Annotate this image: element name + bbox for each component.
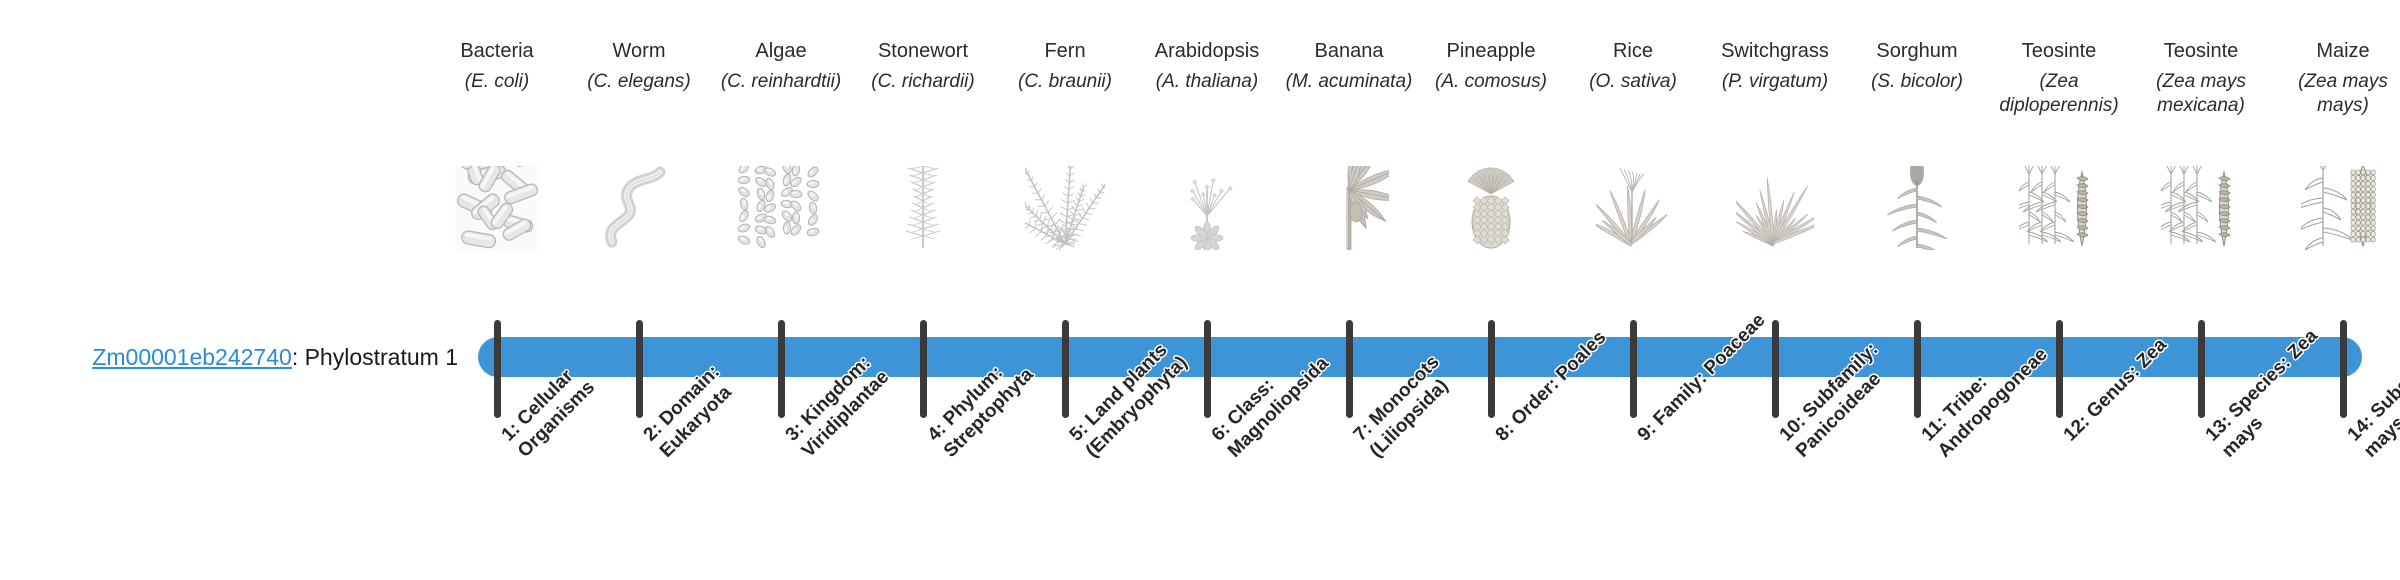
stonewort-illustration <box>852 166 994 250</box>
pineapple-illustration <box>1420 166 1562 250</box>
phylostratum-tick[interactable] <box>1204 320 1211 418</box>
phylostratum-rank-label: 14: Subspecies: Zea mays mays <box>2343 302 2400 462</box>
species-scientific-name: (A. thaliana) <box>1155 71 1259 92</box>
phylostratum-tick[interactable] <box>1772 320 1779 418</box>
teosinte-illustration <box>2130 166 2272 250</box>
fern-illustration <box>1025 166 1105 250</box>
switchgrass-illustration <box>1736 177 1814 247</box>
sorghum-illustration <box>1846 166 1988 250</box>
species-common-name: Fern <box>1044 40 1086 62</box>
phylostratum-tick[interactable] <box>1630 320 1637 418</box>
banana-illustration <box>1346 166 1389 250</box>
teosinte-illustration <box>1988 166 2130 250</box>
phylostratum-tick[interactable] <box>1488 320 1495 418</box>
phylostratum-tick[interactable] <box>2340 320 2347 418</box>
algae-illustration <box>738 166 820 248</box>
species-common-name: Teosinte <box>2021 40 2097 62</box>
species-column: Rice (O. sativa) 9: Family: Poaceae <box>1562 0 1769 580</box>
species-scientific-name: (Zea mays mays) <box>2298 71 2388 116</box>
phylostratum-tick[interactable] <box>920 320 927 418</box>
gene-id-link[interactable]: Zm00001eb242740 <box>92 343 292 370</box>
bacteria-illustration <box>455 166 539 250</box>
phylostratum-tick[interactable] <box>636 320 643 418</box>
species-scientific-name: (C. richardii) <box>871 71 975 92</box>
species-column: Switchgrass (P. virgatum) 10: Subfamily: … <box>1704 0 1885 580</box>
species-column: Worm (C. elegans) 2: Domain: Eukaryota <box>568 0 736 580</box>
phylostratum-tick[interactable] <box>494 320 501 418</box>
bacteria-illustration <box>426 166 568 250</box>
switchgrass-illustration <box>1704 166 1846 250</box>
maize-illustration <box>2301 166 2376 250</box>
stonewort-illustration <box>905 166 941 248</box>
phylostratum-tick[interactable] <box>1914 320 1921 418</box>
species-common-name: Rice <box>1612 40 1653 62</box>
species-scientific-name: (P. virgatum) <box>1721 71 1829 92</box>
species-scientific-name: (M. acuminata) <box>1285 71 1413 92</box>
algae-illustration <box>710 166 852 250</box>
phylostratum-tick[interactable] <box>778 320 785 418</box>
species-column: Stonewort (C. richardii) <box>852 0 1037 580</box>
species-common-name: Banana <box>1314 40 1384 62</box>
species-common-name: Worm <box>612 40 666 62</box>
species-scientific-name: (O. sativa) <box>1589 71 1677 92</box>
species-column: Teosinte (Zea diploperennis) 12: Genus: Z… <box>1988 0 2171 580</box>
worm-illustration <box>605 166 666 248</box>
phylostratum-tick[interactable] <box>2198 320 2205 418</box>
phylostratum-tick[interactable] <box>1062 320 1069 418</box>
banana-illustration <box>1278 166 1420 250</box>
phylostratum-text: : Phylostratum 1 <box>291 343 458 370</box>
rice-illustration <box>1562 166 1704 250</box>
species-column: Teosinte (Zea mays mexicana) 13: Species:… <box>2130 0 2322 580</box>
teosinte-illustration <box>2161 166 2231 247</box>
species-column: Arabidopsis (A. thaliana) <box>1136 0 1333 580</box>
species-scientific-name: (Zea diploperennis) <box>1999 71 2119 116</box>
species-scientific-name: (E. coli) <box>464 71 530 92</box>
species-column: Pineapple (A. comosus) 8: Order: Poales <box>1420 0 1610 580</box>
species-column: Algae (C. reinhardtii) <box>710 0 893 580</box>
pineapple-illustration <box>1467 167 1515 249</box>
species-scientific-name: (C. braunii) <box>1018 71 1112 92</box>
species-scientific-name: (C. reinhardtii) <box>720 71 842 92</box>
species-common-name: Bacteria <box>460 40 534 62</box>
species-column: Sorghum (S. bicolor) 11: Tribe: Andropogo… <box>1846 0 2052 580</box>
phylostratum-tick[interactable] <box>2056 320 2063 418</box>
species-columns: Bacteria (E. coli) <box>426 0 2400 580</box>
species-common-name: Stonewort <box>877 40 969 62</box>
species-scientific-name: (A. comosus) <box>1435 71 1547 92</box>
maize-illustration <box>2272 166 2400 250</box>
arabidopsis-illustration <box>1190 178 1233 250</box>
species-column: Maize (Zea mays mays) 14: Subspecies: Zea… <box>2272 0 2400 580</box>
fern-illustration <box>994 166 1136 250</box>
sorghum-illustration <box>1886 166 1948 250</box>
worm-illustration <box>568 166 710 250</box>
species-common-name: Maize <box>2316 40 2370 62</box>
species-common-name: Algae <box>755 40 807 62</box>
rice-illustration <box>1596 167 1668 247</box>
species-scientific-name: (Zea mays mexicana) <box>2156 71 2246 116</box>
species-scientific-name: (S. bicolor) <box>1871 71 1963 92</box>
species-column: Fern (C. braunii) <box>994 0 1192 580</box>
gene-phylostratum-label: Zm00001eb242740: Phylostratum 1 <box>0 337 468 377</box>
phylostratum-bar[interactable] <box>478 337 2362 377</box>
species-common-name: Teosinte <box>2163 40 2239 62</box>
species-scientific-name: (C. elegans) <box>587 71 691 92</box>
teosinte-illustration <box>2019 166 2089 247</box>
phylostratum-tick[interactable] <box>1346 320 1353 418</box>
species-common-name: Switchgrass <box>1721 40 1829 62</box>
species-column: Bacteria (E. coli) <box>426 0 599 580</box>
species-common-name: Pineapple <box>1446 40 1536 62</box>
arabidopsis-illustration <box>1136 166 1278 250</box>
species-column: Banana (M. acuminata) 7: Monocots (Liliop… <box>1278 0 1453 580</box>
species-common-name: Sorghum <box>1876 40 1958 62</box>
species-common-name: Arabidopsis <box>1154 40 1260 62</box>
